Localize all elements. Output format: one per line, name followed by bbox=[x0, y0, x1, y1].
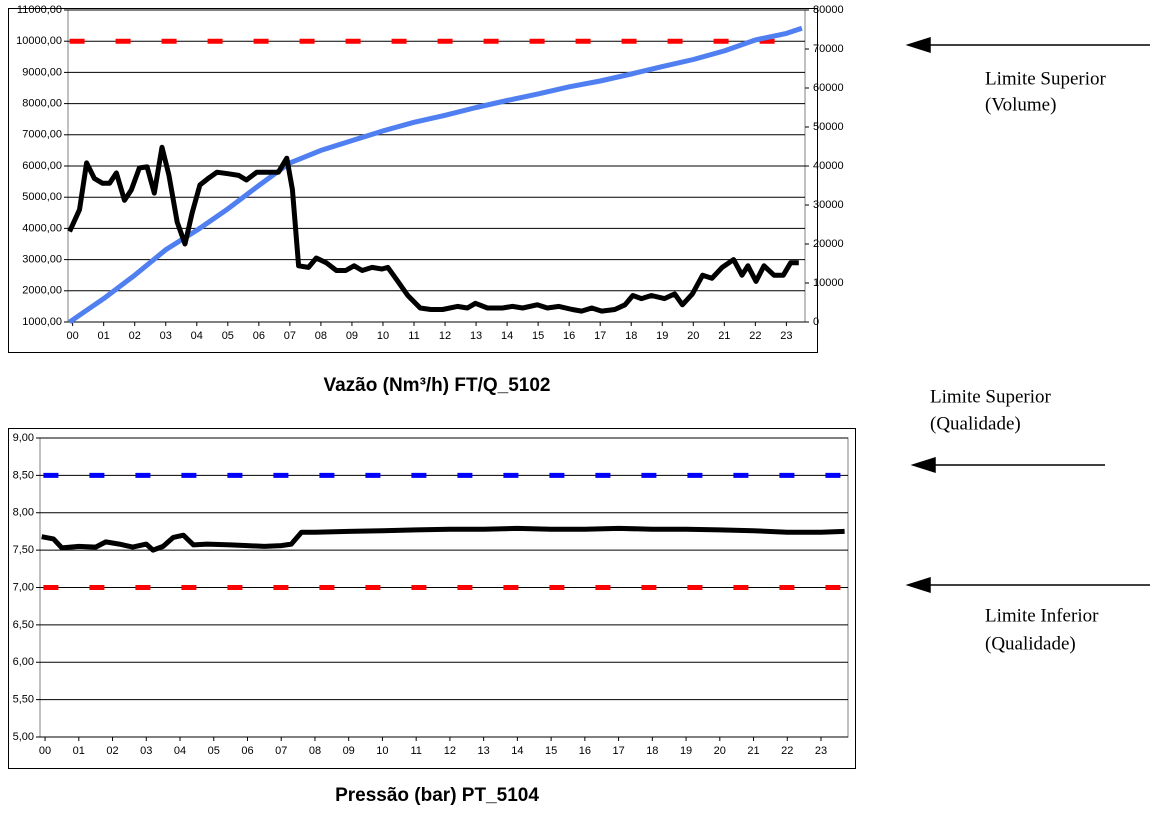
x-tick-label: 03 bbox=[140, 745, 152, 757]
annotation: Limite Superior bbox=[930, 386, 1052, 407]
y-tick-label: 8000,00 bbox=[22, 98, 62, 110]
x-tick-label: 05 bbox=[208, 745, 220, 757]
y-tick-label: 11000,00 bbox=[17, 4, 62, 16]
x-tick-label: 16 bbox=[579, 745, 591, 757]
annotation: (Volume) bbox=[985, 94, 1056, 115]
y-tick-label: 4000,00 bbox=[22, 222, 62, 234]
x-tick-label: 08 bbox=[315, 330, 327, 342]
x-tick-label: 19 bbox=[656, 330, 668, 342]
x-tick-label: 17 bbox=[612, 745, 624, 757]
annotation: Limite Inferior bbox=[985, 605, 1099, 626]
x-tick-label: 12 bbox=[444, 745, 456, 757]
x-tick-label: 01 bbox=[73, 745, 85, 757]
x-tick-label: 06 bbox=[241, 745, 253, 757]
x-tick-label: 10 bbox=[377, 330, 389, 342]
x-tick-label: 23 bbox=[815, 745, 827, 757]
x-tick-label: 10 bbox=[376, 745, 388, 757]
y-tick-label: 6,00 bbox=[13, 656, 34, 668]
x-tick-label: 20 bbox=[687, 330, 699, 342]
x-tick-label: 15 bbox=[532, 330, 544, 342]
x-tick-label: 16 bbox=[563, 330, 575, 342]
y2-tick-label: 50000 bbox=[813, 121, 844, 133]
y2-tick-label: 10000 bbox=[813, 277, 844, 289]
y2-tick-label: 70000 bbox=[813, 43, 844, 55]
x-tick-label: 00 bbox=[67, 330, 79, 342]
y-tick-label: 9000,00 bbox=[22, 66, 62, 78]
data-line bbox=[41, 525, 845, 553]
y-tick-label: 6000,00 bbox=[22, 160, 62, 172]
x-tick-label: 15 bbox=[545, 745, 557, 757]
arrow-head bbox=[905, 576, 931, 594]
y-tick-label: 8,00 bbox=[13, 507, 34, 519]
chart-title: Vazão (Nm³/h) FT/Q_5102 bbox=[323, 375, 550, 396]
annotation: (Qualidade) bbox=[985, 633, 1076, 654]
x-tick-label: 07 bbox=[284, 330, 296, 342]
x-tick-label: 11 bbox=[408, 330, 419, 342]
x-tick-label: 05 bbox=[222, 330, 234, 342]
data-line bbox=[67, 144, 799, 314]
y-tick-label: 5,00 bbox=[13, 731, 34, 743]
y-tick-label: 7,50 bbox=[13, 544, 34, 556]
y-tick-label: 7000,00 bbox=[22, 129, 62, 141]
x-tick-label: 01 bbox=[98, 330, 110, 342]
x-tick-label: 19 bbox=[680, 745, 692, 757]
x-tick-label: 13 bbox=[470, 330, 482, 342]
y-tick-label: 2000,00 bbox=[22, 285, 62, 297]
x-tick-label: 21 bbox=[718, 330, 730, 342]
annotation: (Qualidade) bbox=[930, 413, 1021, 434]
x-tick-label: 09 bbox=[343, 745, 355, 757]
x-tick-label: 18 bbox=[646, 745, 658, 757]
x-tick-label: 21 bbox=[747, 745, 759, 757]
y-tick-label: 8,50 bbox=[13, 469, 34, 481]
x-tick-label: 22 bbox=[749, 330, 761, 342]
x-tick-label: 22 bbox=[781, 745, 793, 757]
x-tick-label: 11 bbox=[410, 745, 421, 757]
y-tick-label: 7,00 bbox=[13, 581, 34, 593]
x-tick-label: 14 bbox=[511, 745, 523, 757]
x-tick-label: 08 bbox=[309, 745, 321, 757]
x-tick-label: 06 bbox=[253, 330, 265, 342]
y-tick-label: 9,00 bbox=[13, 432, 34, 444]
x-tick-label: 03 bbox=[160, 330, 172, 342]
x-tick-label: 12 bbox=[439, 330, 451, 342]
x-tick-label: 20 bbox=[714, 745, 726, 757]
x-tick-label: 04 bbox=[191, 330, 203, 342]
y2-tick-label: 0 bbox=[813, 316, 819, 328]
y2-tick-label: 80000 bbox=[813, 4, 844, 16]
x-tick-label: 18 bbox=[625, 330, 637, 342]
y2-tick-label: 30000 bbox=[813, 199, 844, 211]
y-tick-label: 5000,00 bbox=[22, 191, 62, 203]
x-tick-label: 17 bbox=[594, 330, 606, 342]
x-tick-label: 02 bbox=[106, 745, 118, 757]
annotation: Limite Superior bbox=[985, 68, 1107, 89]
y-tick-label: 6,50 bbox=[13, 619, 34, 631]
x-tick-label: 14 bbox=[501, 330, 513, 342]
chart-title: Pressão (bar) PT_5104 bbox=[335, 785, 539, 806]
y-tick-label: 3000,00 bbox=[22, 254, 62, 266]
y-tick-label: 5,50 bbox=[13, 694, 34, 706]
x-tick-label: 23 bbox=[780, 330, 792, 342]
data-line bbox=[68, 25, 803, 325]
y-tick-label: 1000,00 bbox=[22, 316, 62, 328]
arrows bbox=[905, 36, 1150, 594]
x-tick-label: 02 bbox=[129, 330, 141, 342]
y2-tick-label: 40000 bbox=[813, 160, 844, 172]
x-tick-label: 13 bbox=[478, 745, 490, 757]
arrow-head bbox=[905, 36, 931, 54]
y-tick-label: 10000,00 bbox=[16, 35, 62, 47]
x-tick-label: 00 bbox=[39, 745, 51, 757]
x-tick-label: 07 bbox=[275, 745, 287, 757]
x-tick-label: 04 bbox=[174, 745, 186, 757]
x-tick-label: 09 bbox=[346, 330, 358, 342]
y2-tick-label: 20000 bbox=[813, 238, 844, 250]
arrow-head bbox=[910, 456, 936, 474]
y2-tick-label: 60000 bbox=[813, 82, 844, 94]
